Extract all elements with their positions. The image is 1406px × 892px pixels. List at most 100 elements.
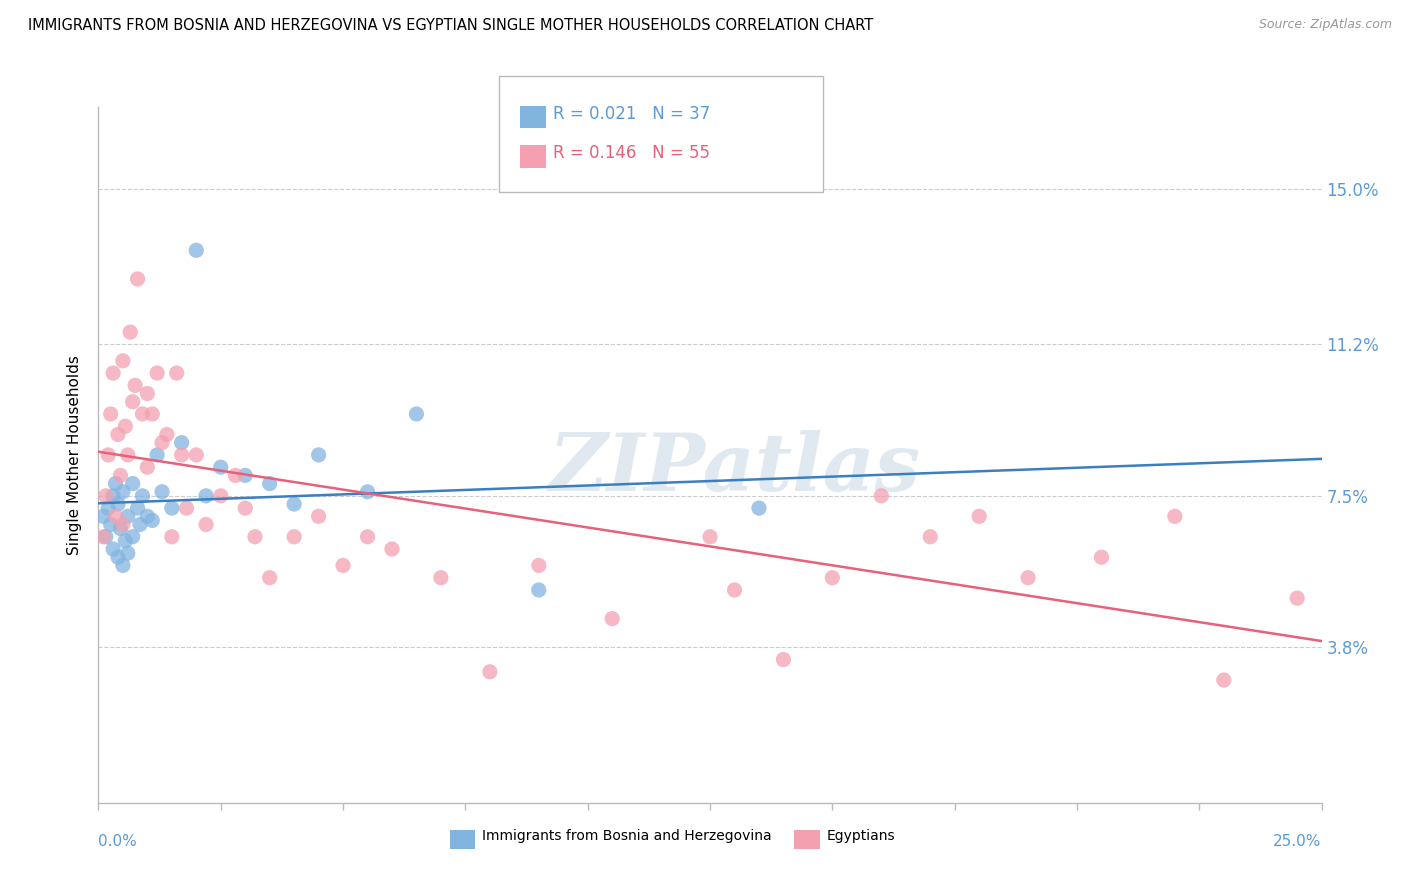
Point [121, 476, 143, 491]
Point [870, 489, 893, 503]
Point [141, 513, 163, 527]
Point [111, 517, 134, 532]
Point [723, 582, 745, 597]
Point [332, 558, 354, 573]
Point [121, 530, 143, 544]
Point [127, 272, 149, 286]
Point [100, 517, 122, 532]
Point [478, 665, 501, 679]
Point [117, 448, 139, 462]
Point [748, 501, 770, 516]
Point [97, 501, 120, 516]
Text: R = 0.021   N = 37: R = 0.021 N = 37 [553, 105, 710, 123]
Point [136, 386, 159, 401]
Point [527, 558, 550, 573]
Text: R = 0.146   N = 55: R = 0.146 N = 55 [553, 145, 710, 162]
Point [150, 435, 173, 450]
Text: 25.0%: 25.0% [1274, 834, 1322, 849]
Point [195, 489, 218, 503]
Point [100, 407, 122, 421]
Point [136, 509, 159, 524]
Point [101, 366, 124, 380]
Point [1164, 509, 1187, 524]
Point [110, 468, 132, 483]
Point [356, 530, 378, 544]
Point [699, 530, 721, 544]
Text: IMMIGRANTS FROM BOSNIA AND HERZEGOVINA VS EGYPTIAN SINGLE MOTHER HOUSEHOLDS CORR: IMMIGRANTS FROM BOSNIA AND HERZEGOVINA V… [28, 18, 873, 33]
Point [920, 530, 942, 544]
Point [101, 542, 124, 557]
Text: Source: ZipAtlas.com: Source: ZipAtlas.com [1258, 18, 1392, 31]
Point [111, 558, 134, 573]
Point [160, 501, 183, 516]
Point [120, 325, 142, 339]
Point [209, 489, 232, 503]
Point [91, 509, 114, 524]
Point [176, 501, 198, 516]
Point [101, 489, 124, 503]
Point [1090, 550, 1112, 565]
Point [967, 509, 990, 524]
Point [308, 509, 330, 524]
Point [527, 582, 550, 597]
Point [283, 497, 305, 511]
Point [166, 366, 188, 380]
Point [104, 476, 127, 491]
Point [107, 497, 129, 511]
Point [111, 484, 134, 499]
Point [131, 489, 153, 503]
Point [170, 435, 193, 450]
Point [121, 394, 143, 409]
Point [209, 460, 232, 475]
Point [430, 571, 453, 585]
Point [600, 612, 623, 626]
Point [308, 448, 330, 462]
Point [186, 448, 208, 462]
Point [160, 530, 183, 544]
Text: 0.0%: 0.0% [98, 834, 138, 849]
Point [224, 468, 246, 483]
Point [146, 448, 169, 462]
Point [114, 419, 136, 434]
Point [259, 476, 281, 491]
Point [110, 522, 132, 536]
Point [283, 530, 305, 544]
Point [233, 468, 256, 483]
Point [243, 530, 266, 544]
Point [129, 517, 152, 532]
Point [107, 550, 129, 565]
Point [1212, 673, 1234, 687]
Point [94, 530, 117, 544]
Point [97, 448, 120, 462]
Point [127, 501, 149, 516]
Point [821, 571, 844, 585]
Point [141, 407, 163, 421]
Point [150, 484, 173, 499]
Point [356, 484, 378, 499]
Point [233, 501, 256, 516]
Point [381, 542, 404, 557]
Text: ZIPatlas: ZIPatlas [548, 430, 921, 508]
Point [104, 509, 127, 524]
Point [186, 244, 208, 258]
Point [259, 571, 281, 585]
Point [124, 378, 146, 392]
Point [114, 533, 136, 548]
Point [107, 427, 129, 442]
Point [156, 427, 179, 442]
Point [772, 652, 794, 666]
Point [195, 517, 218, 532]
Point [1017, 571, 1039, 585]
Point [111, 353, 134, 368]
Text: Immigrants from Bosnia and Herzegovina: Immigrants from Bosnia and Herzegovina [482, 829, 772, 843]
Point [136, 460, 159, 475]
Point [1286, 591, 1309, 606]
Point [170, 448, 193, 462]
Point [117, 546, 139, 560]
Point [146, 366, 169, 380]
Y-axis label: Single Mother Households: Single Mother Households [67, 355, 83, 555]
Point [94, 489, 117, 503]
Point [131, 407, 153, 421]
Text: Egyptians: Egyptians [827, 829, 896, 843]
Point [117, 509, 139, 524]
